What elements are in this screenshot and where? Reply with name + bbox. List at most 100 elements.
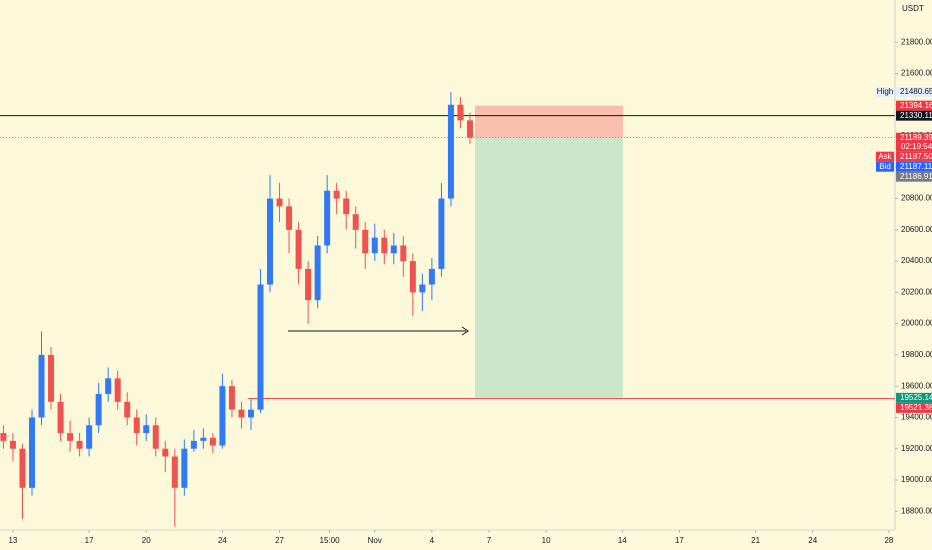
price-tag-label: 19525.14 (900, 393, 932, 402)
price-tag-name: Ask (878, 152, 892, 161)
candle-body (76, 440, 83, 449)
x-tick-label: 20 (142, 536, 151, 545)
x-tick-label: 4 (430, 536, 435, 545)
candle-body (428, 268, 435, 285)
price-tag (896, 392, 932, 403)
price-tag-label: 21330.11 (900, 111, 932, 120)
y-tick-label: 19800.00 (901, 350, 932, 359)
x-tick-label: 14 (618, 536, 627, 545)
candle-body (171, 456, 178, 488)
candle-body (181, 448, 188, 488)
candle-body (305, 268, 312, 301)
candle-body (390, 245, 397, 254)
y-tick-label: 20800.00 (901, 194, 932, 203)
countdown: 02:19:54 (901, 142, 932, 151)
x-tick-label: 7 (487, 536, 492, 545)
y-tick-label: 19600.00 (901, 381, 932, 390)
x-tick-label: Nov (368, 536, 382, 545)
y-tick-label: 20200.00 (901, 287, 932, 296)
candle-body (276, 198, 283, 207)
candle-body (190, 440, 197, 449)
arrow-head (461, 326, 469, 336)
candle-body (286, 206, 293, 230)
price-tag-label: 21189.39 (900, 133, 932, 142)
price-tag-name-bg (876, 87, 894, 98)
price-tag (896, 402, 932, 413)
candle-body (124, 401, 131, 418)
x-tick-label: 24 (218, 536, 227, 545)
candle-body (352, 214, 359, 230)
candle-body (0, 433, 7, 441)
candle-body (28, 417, 35, 488)
price-tag-name-bg (876, 161, 894, 172)
target-zone (475, 137, 623, 398)
candle-body (371, 237, 378, 254)
price-tag (896, 171, 932, 182)
candle-body (200, 437, 207, 441)
candle-body (447, 104, 454, 199)
candle-body (105, 378, 112, 394)
x-tick-label: 24 (808, 536, 817, 545)
candle-body (295, 229, 302, 269)
y-tick-label: 21800.00 (901, 37, 932, 46)
candle-body (324, 190, 331, 246)
candle-body (9, 440, 16, 449)
y-tick-label: 20600.00 (901, 225, 932, 234)
candle-body (247, 409, 254, 418)
candle-body (38, 354, 45, 418)
candle-body (457, 104, 464, 121)
x-tick-label: 10 (542, 536, 551, 545)
y-tick-label: 19200.00 (901, 444, 932, 453)
price-tag-label: 21187.11 (900, 162, 932, 171)
candle-body (152, 425, 159, 449)
price-tag-label: 21187.50 (900, 152, 932, 161)
candle-body (162, 448, 169, 457)
price-tag (896, 161, 932, 172)
quote-currency: USDT (902, 4, 924, 13)
candle-body (238, 409, 245, 418)
price-tag-label: 19521.38 (900, 403, 932, 412)
candle-body (257, 284, 264, 410)
stop-zone (475, 105, 623, 138)
candle-body (86, 425, 93, 449)
x-tick-label: 28 (884, 536, 893, 545)
y-tick-label: 21600.00 (901, 69, 932, 78)
candle-body (95, 393, 102, 426)
candle-body (48, 354, 55, 402)
price-tag-label: 21394.16 (900, 101, 932, 110)
candle-body (219, 386, 226, 446)
candle-body (267, 198, 274, 285)
y-tick-label: 20000.00 (901, 319, 932, 328)
price-tag (896, 110, 932, 121)
price-tag-name-bg (876, 151, 894, 162)
price-tag-label: 21480.65 (900, 87, 932, 96)
x-tick-label: 17 (85, 536, 94, 545)
candle-body (314, 245, 321, 301)
price-tag (896, 87, 932, 98)
price-tag-label: 21186.91 (900, 172, 932, 181)
candle-body (409, 261, 416, 293)
y-tick-label: 19400.00 (901, 413, 932, 422)
price-tag (896, 100, 932, 111)
candle-body (333, 190, 340, 199)
candle-body (400, 245, 407, 262)
price-tag (896, 151, 932, 162)
candle-body (381, 237, 388, 254)
price-tag-name: Bid (879, 162, 891, 171)
candle-body (19, 448, 26, 488)
candle-body (466, 120, 473, 138)
candle-body (209, 437, 216, 446)
x-tick-label: 13 (8, 536, 17, 545)
candle-body (419, 284, 426, 293)
x-tick-label: 21 (751, 536, 760, 545)
candle-body (114, 378, 121, 402)
x-tick-label: 15:00 (320, 536, 341, 545)
x-tick-label: 17 (675, 536, 684, 545)
x-tick-label: 27 (275, 536, 284, 545)
candle-body (57, 401, 64, 434)
candle-body (133, 417, 140, 434)
